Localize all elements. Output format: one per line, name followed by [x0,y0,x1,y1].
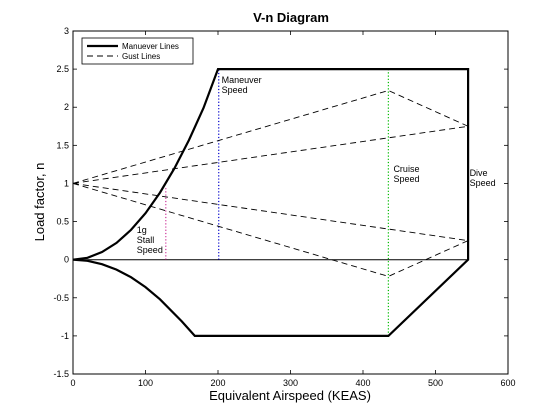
x-tick-label: 500 [428,378,443,388]
x-tick-label: 200 [210,378,225,388]
speed-annotation: Maneuver Speed [222,75,262,95]
y-tick-label: 3 [64,26,69,36]
annotation-line: Speed [137,245,163,255]
x-tick-label: 0 [70,378,75,388]
gust-line [72,182,469,242]
annotation-line: Speed [470,178,496,188]
annotation-line: Speed [222,85,248,95]
annotation-line: 1g [137,225,147,235]
y-tick-label: 0 [64,255,69,265]
x-tick-label: 400 [355,378,370,388]
legend-entry: Manuever Lines [122,42,179,51]
legend-entry: Gust Lines [122,52,160,61]
gust-line [72,125,469,184]
x-tick-label: 600 [500,378,515,388]
y-tick-label: -0.5 [53,293,69,303]
y-tick-label: 2 [64,102,69,112]
x-tick-label: 300 [283,378,298,388]
y-tick-label: 1.5 [56,140,69,150]
legend-box [81,37,194,65]
speed-annotation: Cruise Speed [393,164,419,184]
y-tick-label: -1.5 [53,369,69,379]
speed-annotation: Dive Speed [470,168,496,188]
annotation-line: Cruise [393,164,419,174]
x-axis-label: Equivalent Airspeed (KEAS) [209,388,371,403]
annotation-line: Speed [393,174,419,184]
annotation-line: Maneuver [222,75,262,85]
annotation-line: Stall [137,235,155,245]
annotation-line: Dive [470,168,488,178]
chart-title: V-n Diagram [253,10,329,25]
maneuver-envelope-line [72,68,470,337]
y-tick-label: 2.5 [56,64,69,74]
y-tick-label: 0.5 [56,217,69,227]
y-tick-label: -1 [61,331,69,341]
plot-area: 0 100 200 300 400 500 600 -1.5 -1 -0.5 0 0.5 1 1.5 2 2.… [53,26,515,388]
speed-annotation: 1g Stall Speed [137,225,163,255]
plot-frame [72,30,509,375]
y-axis-label: Load factor, n [32,163,47,242]
y-tick-label: 1 [64,178,69,188]
x-tick-label: 100 [138,378,153,388]
